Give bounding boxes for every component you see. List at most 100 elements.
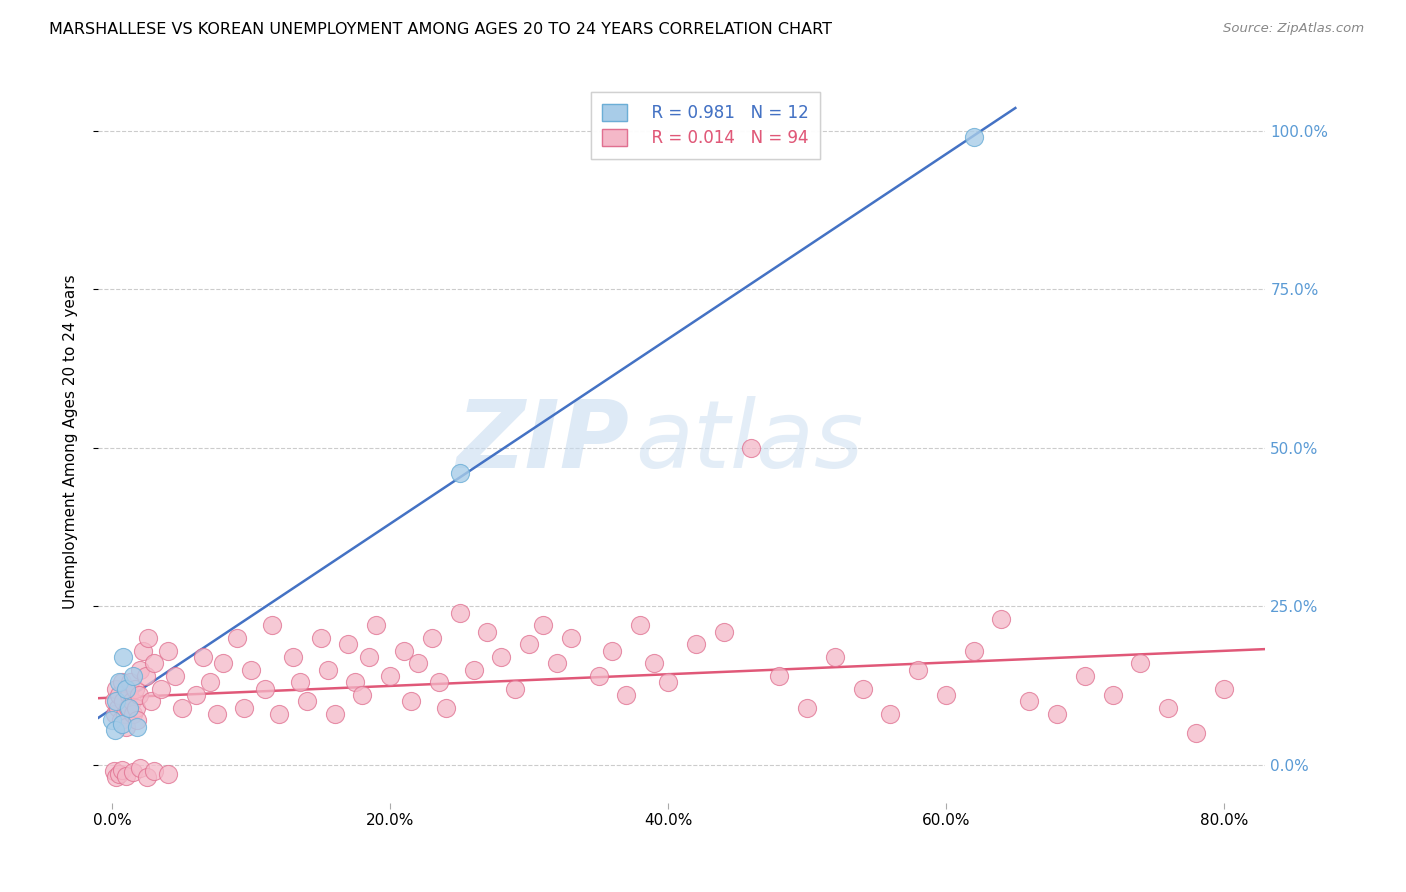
Point	[337, 637, 360, 651]
Point	[1046, 707, 1069, 722]
Point	[143, 764, 166, 778]
Point	[226, 631, 249, 645]
Point	[352, 688, 374, 702]
Point	[392, 643, 415, 657]
Point	[184, 688, 207, 702]
Point	[449, 606, 471, 620]
Point	[121, 694, 143, 708]
Point	[112, 650, 135, 665]
Point	[713, 624, 735, 639]
Point	[267, 707, 290, 722]
Point	[103, 764, 125, 778]
Point	[288, 675, 311, 690]
Point	[316, 663, 339, 677]
Text: atlas: atlas	[636, 396, 863, 487]
Point	[105, 694, 128, 708]
Point	[114, 707, 136, 722]
Point	[115, 681, 138, 696]
Point	[104, 723, 127, 737]
Point	[163, 669, 186, 683]
Point	[614, 688, 637, 702]
Point	[108, 767, 131, 781]
Point	[295, 694, 318, 708]
Point	[124, 681, 146, 696]
Point	[129, 663, 152, 677]
Point	[935, 688, 957, 702]
Text: Source: ZipAtlas.com: Source: ZipAtlas.com	[1223, 22, 1364, 36]
Point	[420, 631, 443, 645]
Point	[1018, 694, 1040, 708]
Point	[105, 771, 128, 785]
Point	[111, 763, 134, 777]
Point	[531, 618, 554, 632]
Point	[879, 707, 901, 722]
Point	[1212, 681, 1234, 696]
Point	[643, 657, 665, 671]
Point	[517, 637, 540, 651]
Point	[240, 663, 263, 677]
Point	[1101, 688, 1123, 702]
Text: MARSHALLESE VS KOREAN UNEMPLOYMENT AMONG AGES 20 TO 24 YEARS CORRELATION CHART: MARSHALLESE VS KOREAN UNEMPLOYMENT AMONG…	[49, 22, 832, 37]
Point	[768, 669, 790, 683]
Point	[115, 769, 138, 783]
Point	[281, 650, 304, 665]
Point	[104, 707, 127, 722]
Point	[149, 681, 172, 696]
Point	[120, 675, 142, 690]
Point	[1157, 700, 1180, 714]
Point	[110, 714, 132, 728]
Point	[122, 669, 145, 683]
Point	[138, 631, 160, 645]
Point	[399, 694, 422, 708]
Point	[233, 700, 256, 714]
Point	[112, 694, 135, 708]
Point	[122, 707, 145, 722]
Point	[170, 700, 193, 714]
Point	[851, 681, 873, 696]
Point	[685, 637, 707, 651]
Point	[380, 669, 402, 683]
Point	[205, 707, 228, 722]
Point	[129, 761, 152, 775]
Point	[434, 700, 457, 714]
Point	[491, 650, 513, 665]
Point	[657, 675, 679, 690]
Point	[118, 688, 141, 702]
Point	[962, 643, 984, 657]
Point	[111, 716, 134, 731]
Point	[427, 675, 450, 690]
Point	[128, 688, 150, 702]
Point	[1074, 669, 1097, 683]
Point	[254, 681, 277, 696]
Point	[262, 618, 284, 632]
Point	[122, 765, 145, 780]
Legend:   R = 0.981   N = 12,   R = 0.014   N = 94: R = 0.981 N = 12, R = 0.014 N = 94	[591, 92, 820, 159]
Point	[127, 720, 149, 734]
Point	[477, 624, 499, 639]
Point	[990, 612, 1012, 626]
Point	[125, 700, 148, 714]
Point	[796, 700, 818, 714]
Point	[602, 643, 624, 657]
Point	[108, 688, 131, 702]
Point	[344, 675, 367, 690]
Point	[406, 657, 429, 671]
Point	[136, 771, 159, 785]
Point	[449, 467, 471, 481]
Point	[156, 767, 179, 781]
Point	[366, 618, 388, 632]
Point	[546, 657, 568, 671]
Point	[824, 650, 846, 665]
Point	[117, 700, 139, 714]
Point	[111, 675, 134, 690]
Point	[503, 681, 526, 696]
Text: ZIP: ZIP	[457, 395, 630, 488]
Point	[907, 663, 929, 677]
Point	[127, 714, 149, 728]
Point	[105, 681, 128, 696]
Point	[143, 657, 166, 671]
Point	[359, 650, 381, 665]
Point	[560, 631, 582, 645]
Point	[132, 643, 155, 657]
Point	[103, 694, 125, 708]
